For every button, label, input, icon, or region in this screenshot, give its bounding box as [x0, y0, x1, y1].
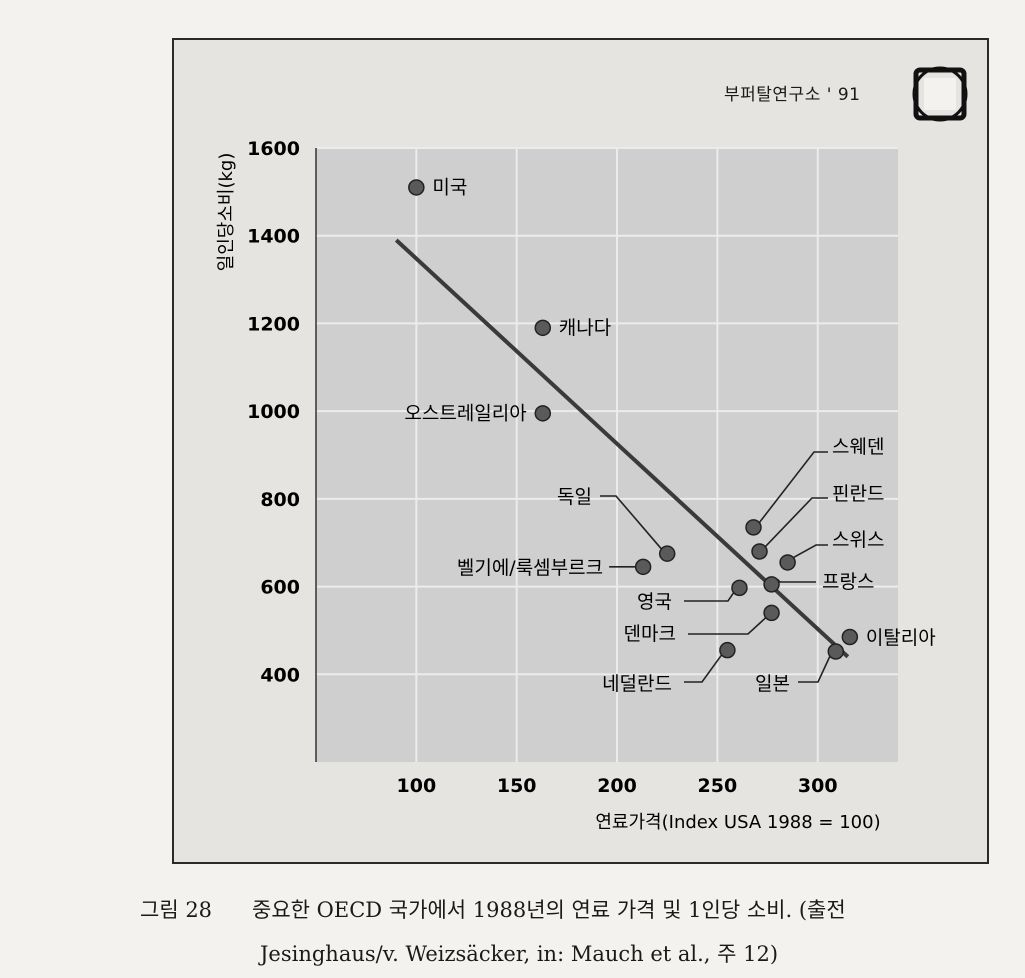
x-tick-label: 150: [497, 775, 537, 797]
leader-line: [684, 654, 723, 683]
y-tick-label: 400: [260, 664, 300, 686]
data-label: 스웨덴: [832, 436, 884, 458]
y-tick-label: 600: [260, 577, 300, 599]
plot-area: [316, 148, 898, 762]
data-point: [745, 519, 762, 536]
x-tick-label: 200: [597, 775, 637, 797]
caption-text-line1: 중요한 OECD 국가에서 1988년의 연료 가격 및 1인당 소비. (출전: [252, 898, 846, 922]
data-label: 벨기에/룩셈부르크: [457, 557, 603, 579]
data-point: [763, 576, 780, 593]
leader-line: [688, 617, 767, 635]
x-tick-label: 250: [698, 775, 738, 797]
data-label: 영국: [637, 591, 672, 613]
leader-line: [764, 497, 828, 548]
caption-text-line2: Jesinghaus/v. Weizsäcker, in: Mauch et a…: [260, 942, 779, 966]
y-axis-label: 일인당소비(kg): [216, 153, 237, 272]
y-tick-label: 1200: [247, 313, 300, 335]
data-label: 네덜란드: [602, 673, 672, 695]
data-point: [534, 405, 552, 422]
data-label: 캐나다: [559, 317, 611, 339]
x-tick-label: 100: [397, 775, 437, 797]
leader-line: [758, 451, 828, 523]
figure-caption: 그림 28 중요한 OECD 국가에서 1988년의 연료 가격 및 1인당 소비…: [140, 888, 1020, 976]
data-point: [779, 554, 796, 571]
data-label: 핀란드: [832, 483, 884, 505]
leader-line: [798, 656, 831, 683]
y-tick-label: 800: [260, 489, 300, 511]
y-tick-label: 1400: [247, 226, 300, 248]
leader-line: [793, 544, 828, 559]
y-tick-label: 1600: [247, 138, 300, 160]
data-point: [841, 628, 859, 646]
data-label: 미국: [432, 176, 467, 198]
x-tick-label: 300: [798, 775, 838, 797]
data-label: 독일: [557, 486, 592, 508]
publisher-label: 부퍼탈연구소 ' 91: [724, 85, 861, 105]
data-label: 스위스: [832, 529, 884, 551]
data-point: [408, 179, 425, 196]
data-point: [827, 643, 845, 660]
data-point: [751, 543, 768, 560]
data-label: 덴마크: [624, 623, 676, 645]
data-label: 일본: [755, 673, 790, 695]
x-axis-label: 연료가격(Index USA 1988 = 100): [595, 812, 880, 833]
data-point: [763, 604, 780, 622]
data-point: [731, 579, 748, 597]
caption-label: 그림 28: [140, 898, 213, 922]
y-tick-label: 1000: [247, 401, 300, 423]
data-point: [534, 319, 552, 337]
data-label: 오스트레일리아: [404, 402, 526, 424]
leader-line: [600, 495, 662, 550]
wuppertal-logo-icon: [912, 66, 968, 122]
data-label: 이탈리아: [866, 627, 936, 649]
data-point: [634, 558, 652, 576]
leader-line: [684, 592, 735, 602]
data-label: 프랑스: [822, 571, 874, 593]
data-point: [658, 545, 676, 562]
data-point: [719, 641, 736, 659]
